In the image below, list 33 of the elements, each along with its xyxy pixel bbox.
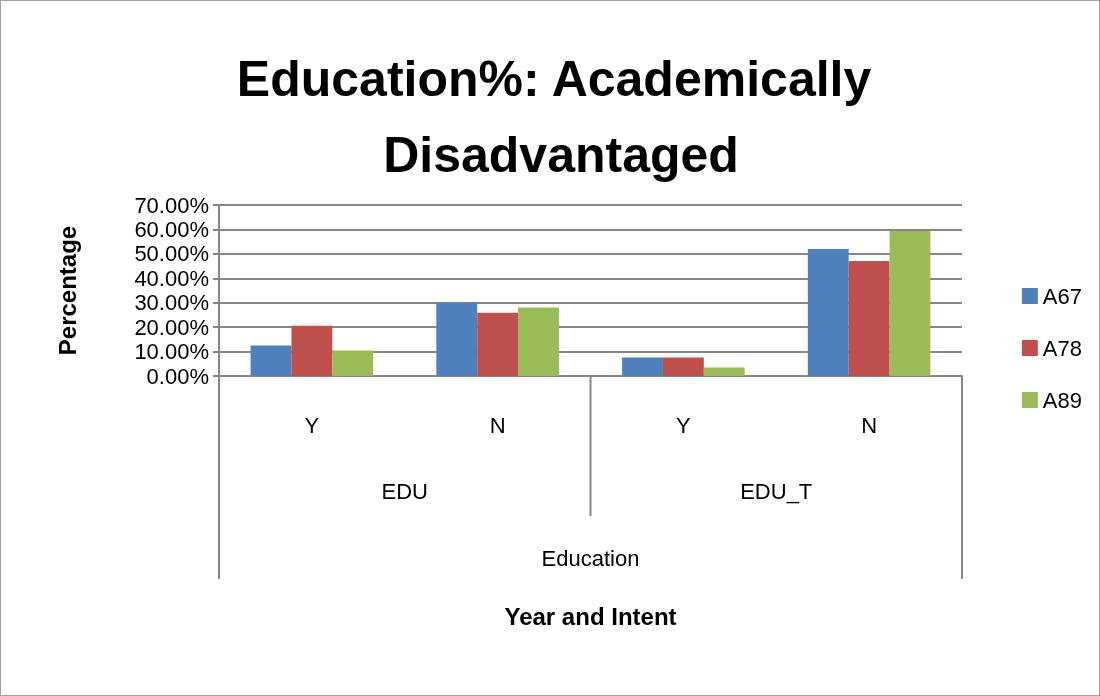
y-tick-label: 0.00% <box>146 363 209 389</box>
bar <box>662 357 704 376</box>
bar <box>332 350 374 376</box>
bar <box>703 367 745 376</box>
bar <box>848 260 890 376</box>
bar <box>250 345 292 376</box>
text: EDU_T <box>740 478 813 504</box>
x-tick-label: Y <box>676 412 692 438</box>
legend-label: A78 <box>1042 335 1083 361</box>
bar <box>436 302 478 376</box>
text: EDU <box>381 478 428 504</box>
bar <box>518 307 559 376</box>
y-tick-label: 70.00% <box>134 192 209 218</box>
bar <box>622 357 663 376</box>
y-tick-label: 50.00% <box>134 241 209 267</box>
y-tick-label: 30.00% <box>134 290 209 316</box>
x-tick-label: N <box>861 412 878 438</box>
y-tick-label: 60.00% <box>134 216 209 242</box>
chart-title: Education%: Academically Disadvantaged <box>236 51 886 183</box>
bar <box>807 248 849 376</box>
y-axis-title: Percentage <box>53 225 81 356</box>
legend-label: A67 <box>1042 283 1083 309</box>
y-tick-label: 40.00% <box>134 265 209 291</box>
text: Education <box>541 545 640 571</box>
y-tick-label: 10.00% <box>134 339 209 365</box>
bar <box>889 230 931 376</box>
x-tick-label: Y <box>304 412 320 438</box>
text: Year and Intent <box>504 602 677 630</box>
legend-label: A89 <box>1042 387 1083 413</box>
x-tick-label: N <box>489 412 506 438</box>
bar <box>477 312 519 376</box>
bar <box>291 325 333 376</box>
y-tick-label: 20.00% <box>134 314 209 340</box>
